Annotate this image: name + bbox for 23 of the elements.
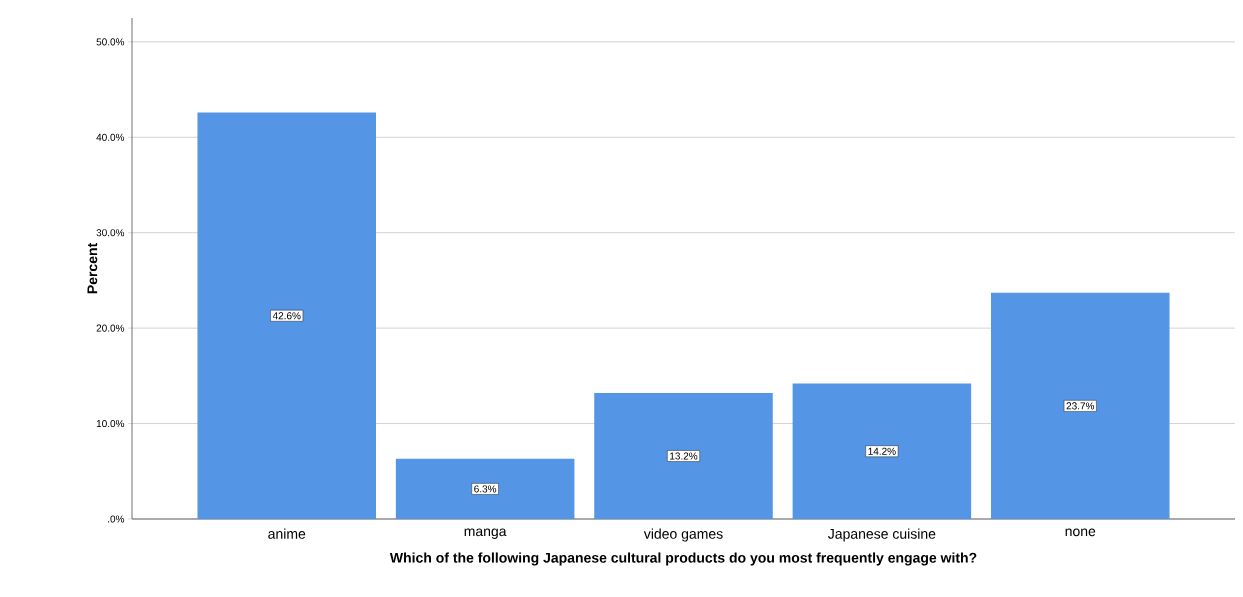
bar — [197, 112, 377, 519]
x-tick-label: Japanese cuisine — [828, 528, 936, 542]
y-axis-title: Percent — [87, 242, 98, 294]
y-tick-label: .0% — [108, 515, 125, 523]
x-tick-label: manga — [464, 528, 507, 539]
y-tick-label: 50.0% — [96, 38, 125, 46]
data-label: 23.7% — [1066, 402, 1095, 410]
data-label: 14.2% — [868, 447, 896, 455]
y-tick-label: 30.0% — [96, 229, 125, 237]
bar — [792, 383, 972, 519]
x-tick-label: anime — [268, 528, 306, 539]
bar — [395, 458, 575, 519]
data-label: 13.2% — [670, 452, 698, 460]
data-label: 6.3% — [474, 485, 497, 493]
x-axis-title: Which of the following Japanese cultural products do you most frequently engage with? — [389, 552, 977, 566]
data-label: 42.6% — [272, 312, 301, 320]
bar — [594, 393, 773, 519]
y-tick-label: 40.0% — [96, 133, 125, 141]
x-tick-label: none — [1065, 528, 1096, 537]
bar — [990, 292, 1170, 519]
y-tick-label: 10.0% — [96, 420, 125, 428]
y-tick-label: 20.0% — [96, 324, 125, 332]
x-tick-label: video games — [643, 528, 723, 542]
